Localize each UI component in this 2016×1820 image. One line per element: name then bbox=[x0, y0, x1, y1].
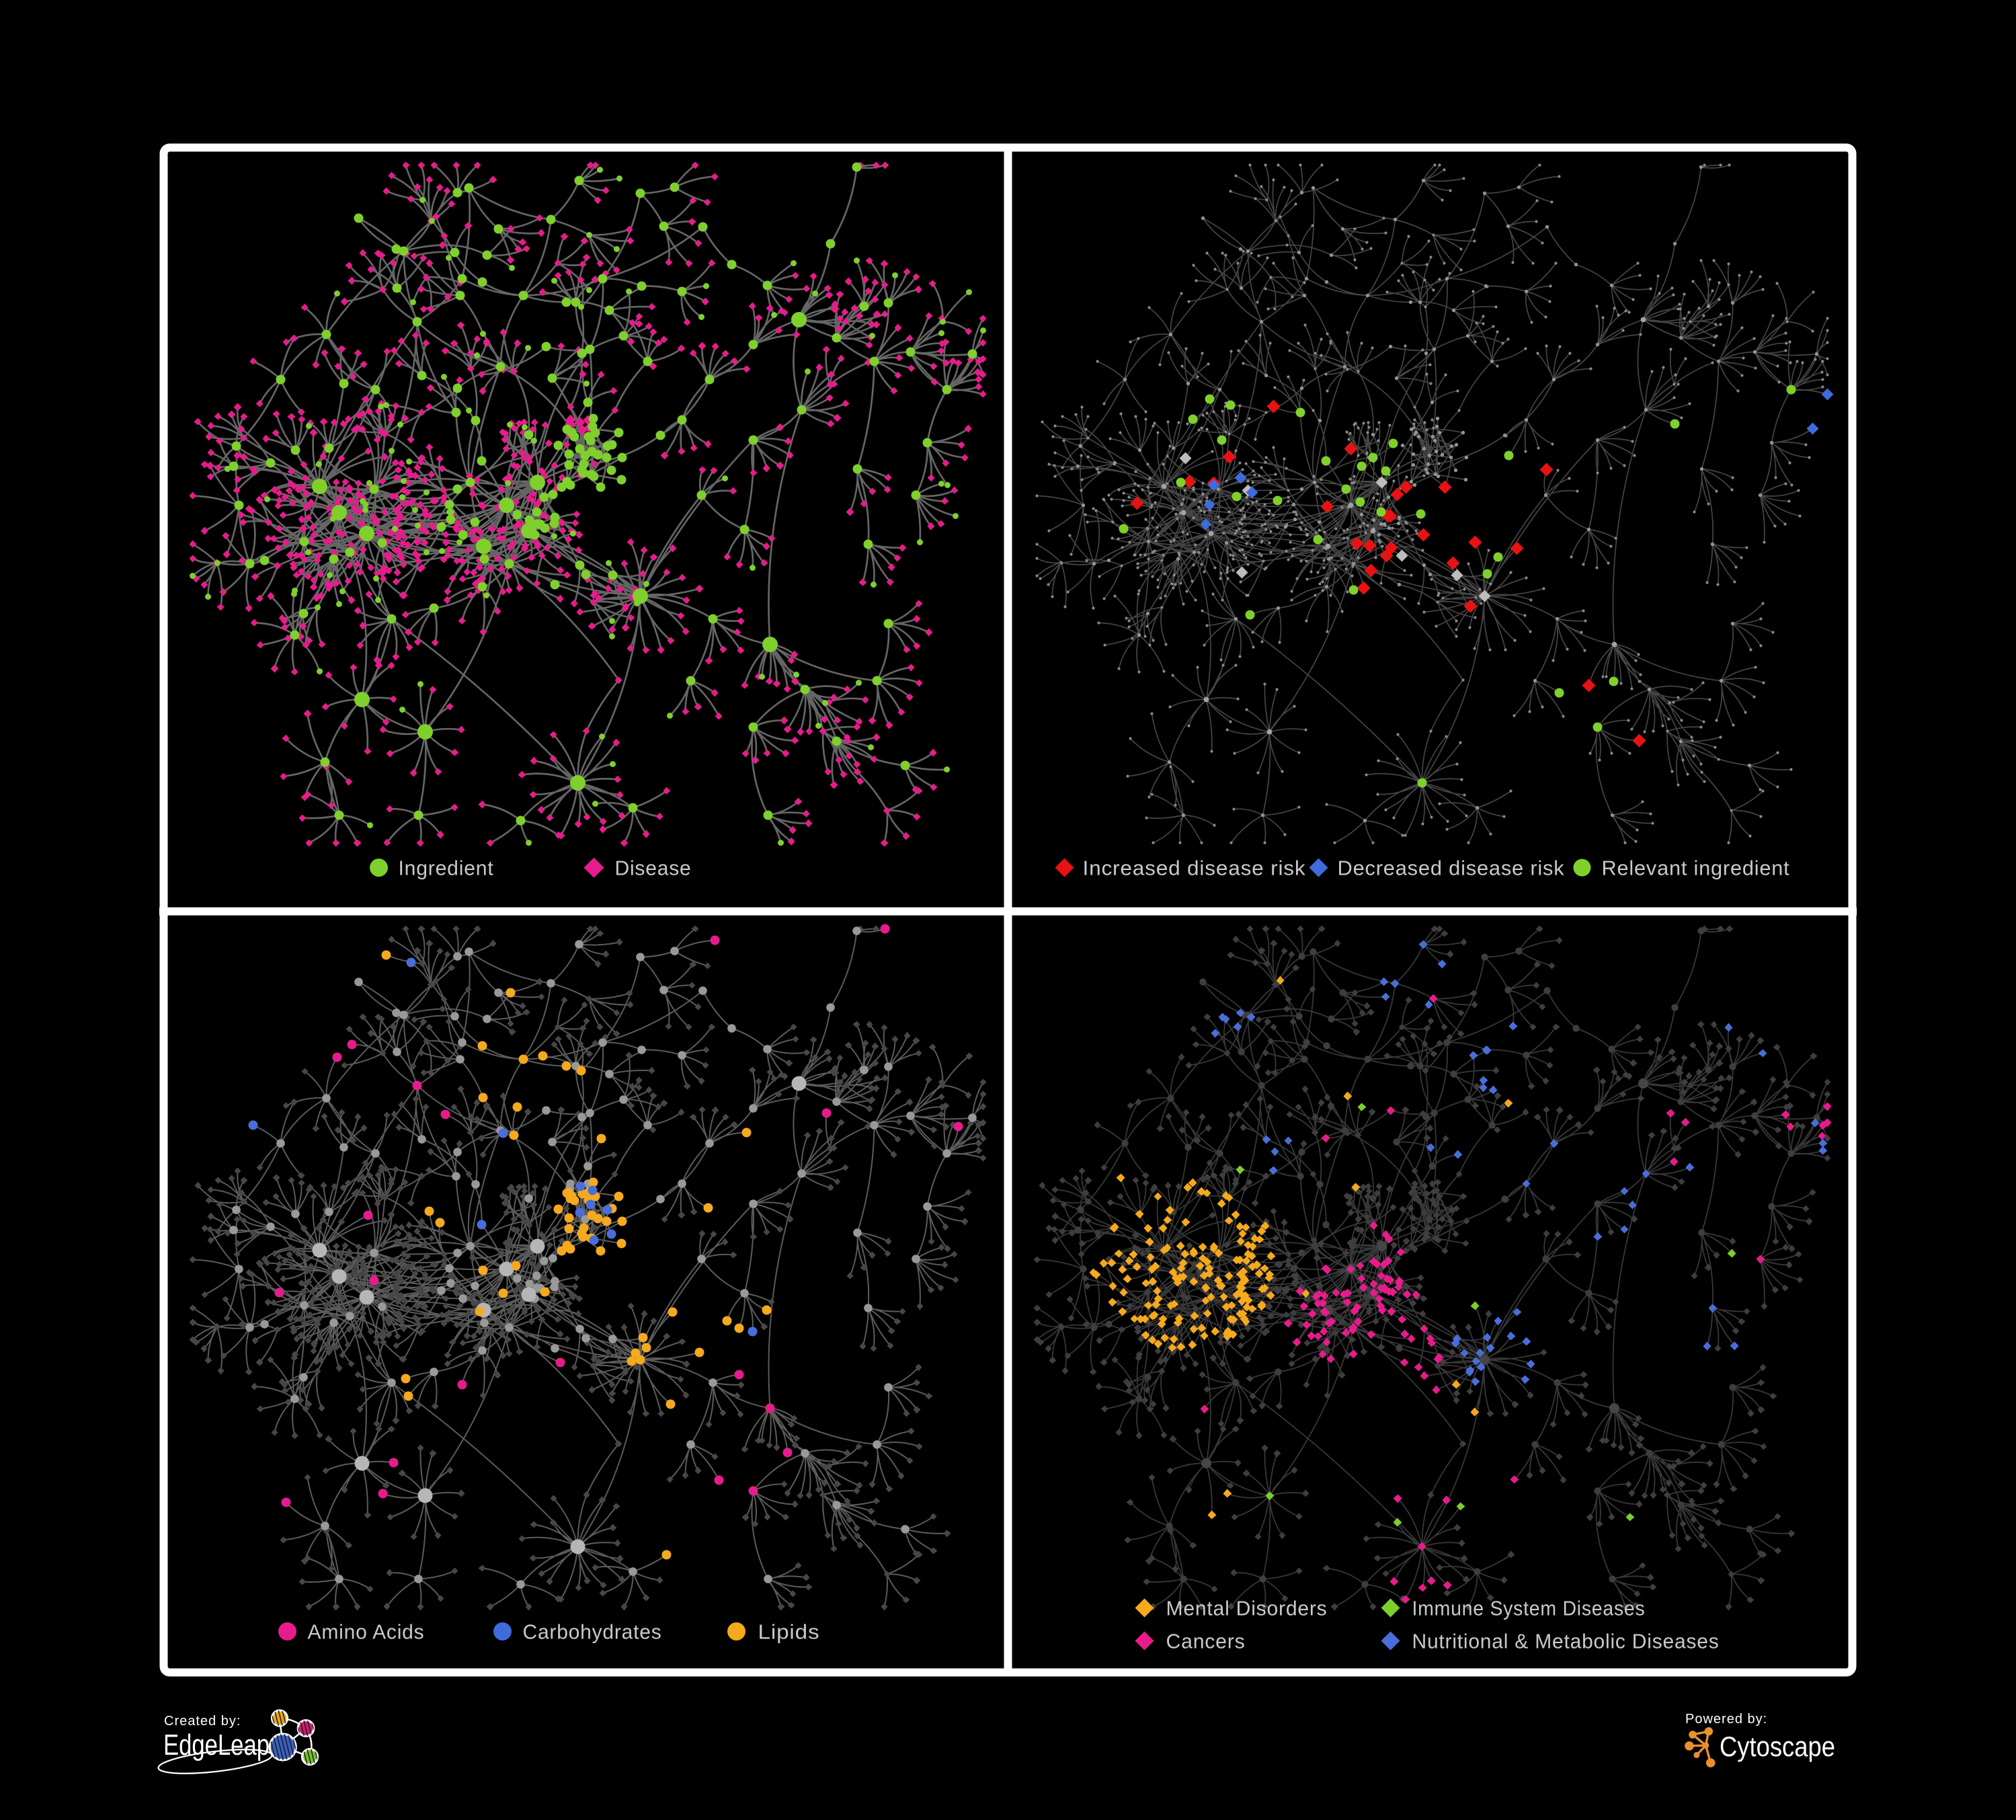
svg-text:Cancers: Cancers bbox=[1166, 1630, 1246, 1653]
svg-text:Cytoscape: Cytoscape bbox=[1720, 1731, 1835, 1762]
svg-text:Ingredient: Ingredient bbox=[399, 857, 494, 880]
svg-text:Decreased disease risk: Decreased disease risk bbox=[1338, 857, 1565, 880]
svg-text:Increased disease risk: Increased disease risk bbox=[1083, 857, 1306, 880]
svg-text:Powered by:: Powered by: bbox=[1685, 1712, 1767, 1727]
svg-text:Mental Disorders: Mental Disorders bbox=[1166, 1597, 1328, 1620]
svg-text:Relevant ingredient: Relevant ingredient bbox=[1602, 857, 1790, 880]
svg-text:Nutritional & Metabolic Diseas: Nutritional & Metabolic Diseases bbox=[1412, 1630, 1720, 1653]
svg-text:Created by:: Created by: bbox=[164, 1714, 241, 1729]
svg-text:EdgeLeap: EdgeLeap bbox=[163, 1729, 270, 1762]
svg-text:Immune System Diseases: Immune System Diseases bbox=[1412, 1597, 1646, 1620]
svg-text:Carbohydrates: Carbohydrates bbox=[523, 1620, 662, 1644]
svg-text:Disease: Disease bbox=[615, 857, 692, 880]
svg-text:Lipids: Lipids bbox=[758, 1620, 820, 1644]
svg-text:Amino Acids: Amino Acids bbox=[308, 1620, 425, 1644]
